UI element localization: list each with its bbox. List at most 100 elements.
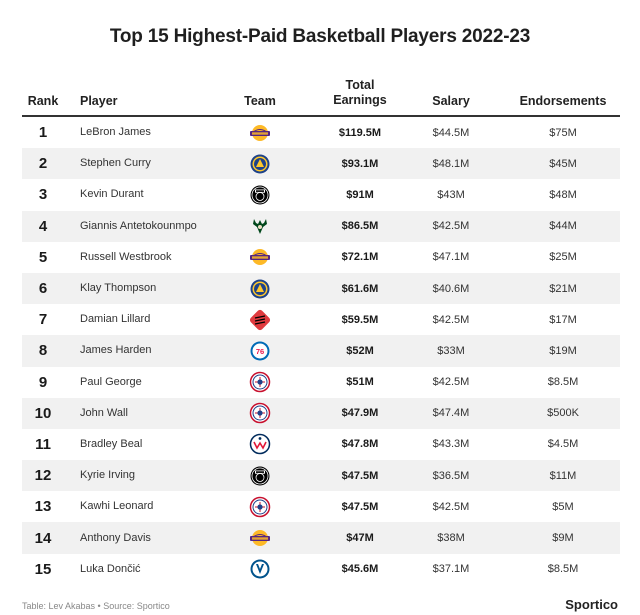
lakers-logo-icon [250,124,270,141]
total-earnings-cell: $51M [346,376,374,389]
salary-cell: $38M [437,532,465,545]
endorsements-cell: $44M [549,220,577,233]
table-row: 4 Giannis Antetokounmpo $86.5M $42.5M $44M [22,210,620,242]
team-cell [244,429,276,460]
nets-logo-icon [250,185,270,205]
team-cell [244,211,276,242]
total-earnings-cell: $52M [346,344,374,357]
lakers-logo-icon [250,249,270,266]
player-cell: Kevin Durant [80,188,144,201]
endorsements-cell: $11M [549,469,577,482]
team-cell [244,148,276,179]
endorsements-cell: $45M [549,157,577,170]
table-row: 3 Kevin Durant $91M $43M $48M [22,179,620,210]
total-earnings-cell: $47.5M [341,469,379,482]
team-cell [244,554,276,585]
salary-cell: $47.4M [432,407,470,420]
total-earnings-cell: $91M [346,188,374,201]
endorsements-cell: $8.5M [547,563,579,576]
salary-cell: $43M [437,188,465,201]
nets-logo-icon [250,466,270,486]
team-cell [244,117,276,148]
endorsements-cell: $4.5M [547,438,579,451]
player-cell: Russell Westbrook [80,250,172,263]
player-cell: John Wall [80,406,128,419]
salary-cell: $42.5M [432,500,470,513]
table-row: 11 Bradley Beal $47.8M $43.3M $4.5M [22,429,620,460]
header-endorsements: Endorsements [519,94,607,108]
rank-cell: 5 [38,248,48,266]
rank-cell: 8 [38,342,48,360]
mavericks-logo-icon [250,559,270,579]
salary-cell: $40.6M [432,282,470,295]
rank-cell: 6 [38,280,48,298]
table-row: 12 Kyrie Irving $47.5M $36.5M $11M [22,460,620,492]
player-cell: Luka Dončić [80,562,141,575]
lakers-logo-icon [250,530,270,547]
table-row: 8 James Harden 76 $52M $33M $19M [22,335,620,367]
team-cell [244,367,276,398]
player-cell: Kawhi Leonard [80,500,154,513]
endorsements-cell: $21M [549,282,577,295]
total-earnings-cell: $59.5M [341,313,379,326]
salary-cell: $48.1M [432,157,470,170]
team-cell [244,491,276,522]
clippers-logo-icon [249,371,271,393]
total-earnings-cell: $86.5M [341,220,379,233]
clippers-logo-icon [249,496,271,518]
table-row: 13 Kawhi Leonard $47.5M $42.5M $5M [22,491,620,522]
salary-cell: $37.1M [432,563,470,576]
endorsements-cell: $500K [547,407,579,420]
salary-cell: $36.5M [432,469,470,482]
header-rule [22,115,620,117]
player-cell: LeBron James [80,126,151,139]
team-cell [244,522,276,553]
player-cell: Bradley Beal [80,437,143,450]
rank-cell: 15 [34,560,52,578]
player-cell: Kyrie Irving [80,469,136,482]
credit-text: Table: Lev Akabas • Source: Sportico [22,601,170,611]
endorsements-cell: $9M [552,532,574,545]
table-row: 9 Paul George $51M $42.5M $8.5M [22,367,620,398]
header-player: Player [80,94,118,108]
table-header: Rank Player Team Total Earnings Salary E… [22,78,620,114]
total-earnings-cell: $47.9M [341,407,379,420]
total-earnings-cell: $45.6M [341,563,379,576]
wizards-logo-icon [249,434,271,455]
table-row: 10 John Wall $47.9M $47.4M $500K [22,397,620,429]
table-row: 1 LeBron James $119.5M $44.5M $75M [22,117,620,148]
salary-cell: $33M [437,344,465,357]
player-cell: Klay Thompson [80,282,157,295]
header-total-line2: Earnings [333,93,387,107]
table-row: 7 Damian Lillard $59.5M $42.5M $17M [22,304,620,335]
team-cell [244,398,276,429]
endorsements-cell: $8.5M [547,376,579,389]
chart-title: Top 15 Highest-Paid Basketball Players 2… [109,26,531,47]
table-row: 5 Russell Westbrook $72.1M $47.1M $25M [22,242,620,273]
header-total-line1: Total [345,78,375,92]
brand-logo: Sportico [565,597,618,612]
team-cell [244,304,276,335]
table-body: 1 LeBron James $119.5M $44.5M $75M 2 Stephen … [22,117,620,585]
endorsements-cell: $25M [549,251,577,264]
table-row: 2 Stephen Curry $93.1M $48.1M $45M [22,148,620,180]
header-salary: Salary [432,94,470,108]
rank-cell: 9 [38,373,48,391]
total-earnings-cell: $47.5M [341,500,379,513]
warriors-logo-icon [250,154,270,174]
table-row: 14 Anthony Davis $47M $38M $9M [22,522,620,554]
salary-cell: $42.5M [432,313,470,326]
header-team: Team [244,94,276,108]
total-earnings-cell: $61.6M [341,282,379,295]
header-total-earnings: Total Earnings [318,78,402,108]
endorsements-cell: $48M [549,188,577,201]
rank-cell: 3 [38,186,48,204]
total-earnings-cell: $72.1M [341,251,379,264]
player-cell: Paul George [80,375,142,388]
endorsements-cell: $75M [549,126,577,139]
team-cell [244,179,276,210]
salary-cell: $44.5M [432,126,470,139]
endorsements-cell: $19M [549,344,577,357]
team-cell [244,273,276,304]
rank-cell: 11 [35,435,51,453]
